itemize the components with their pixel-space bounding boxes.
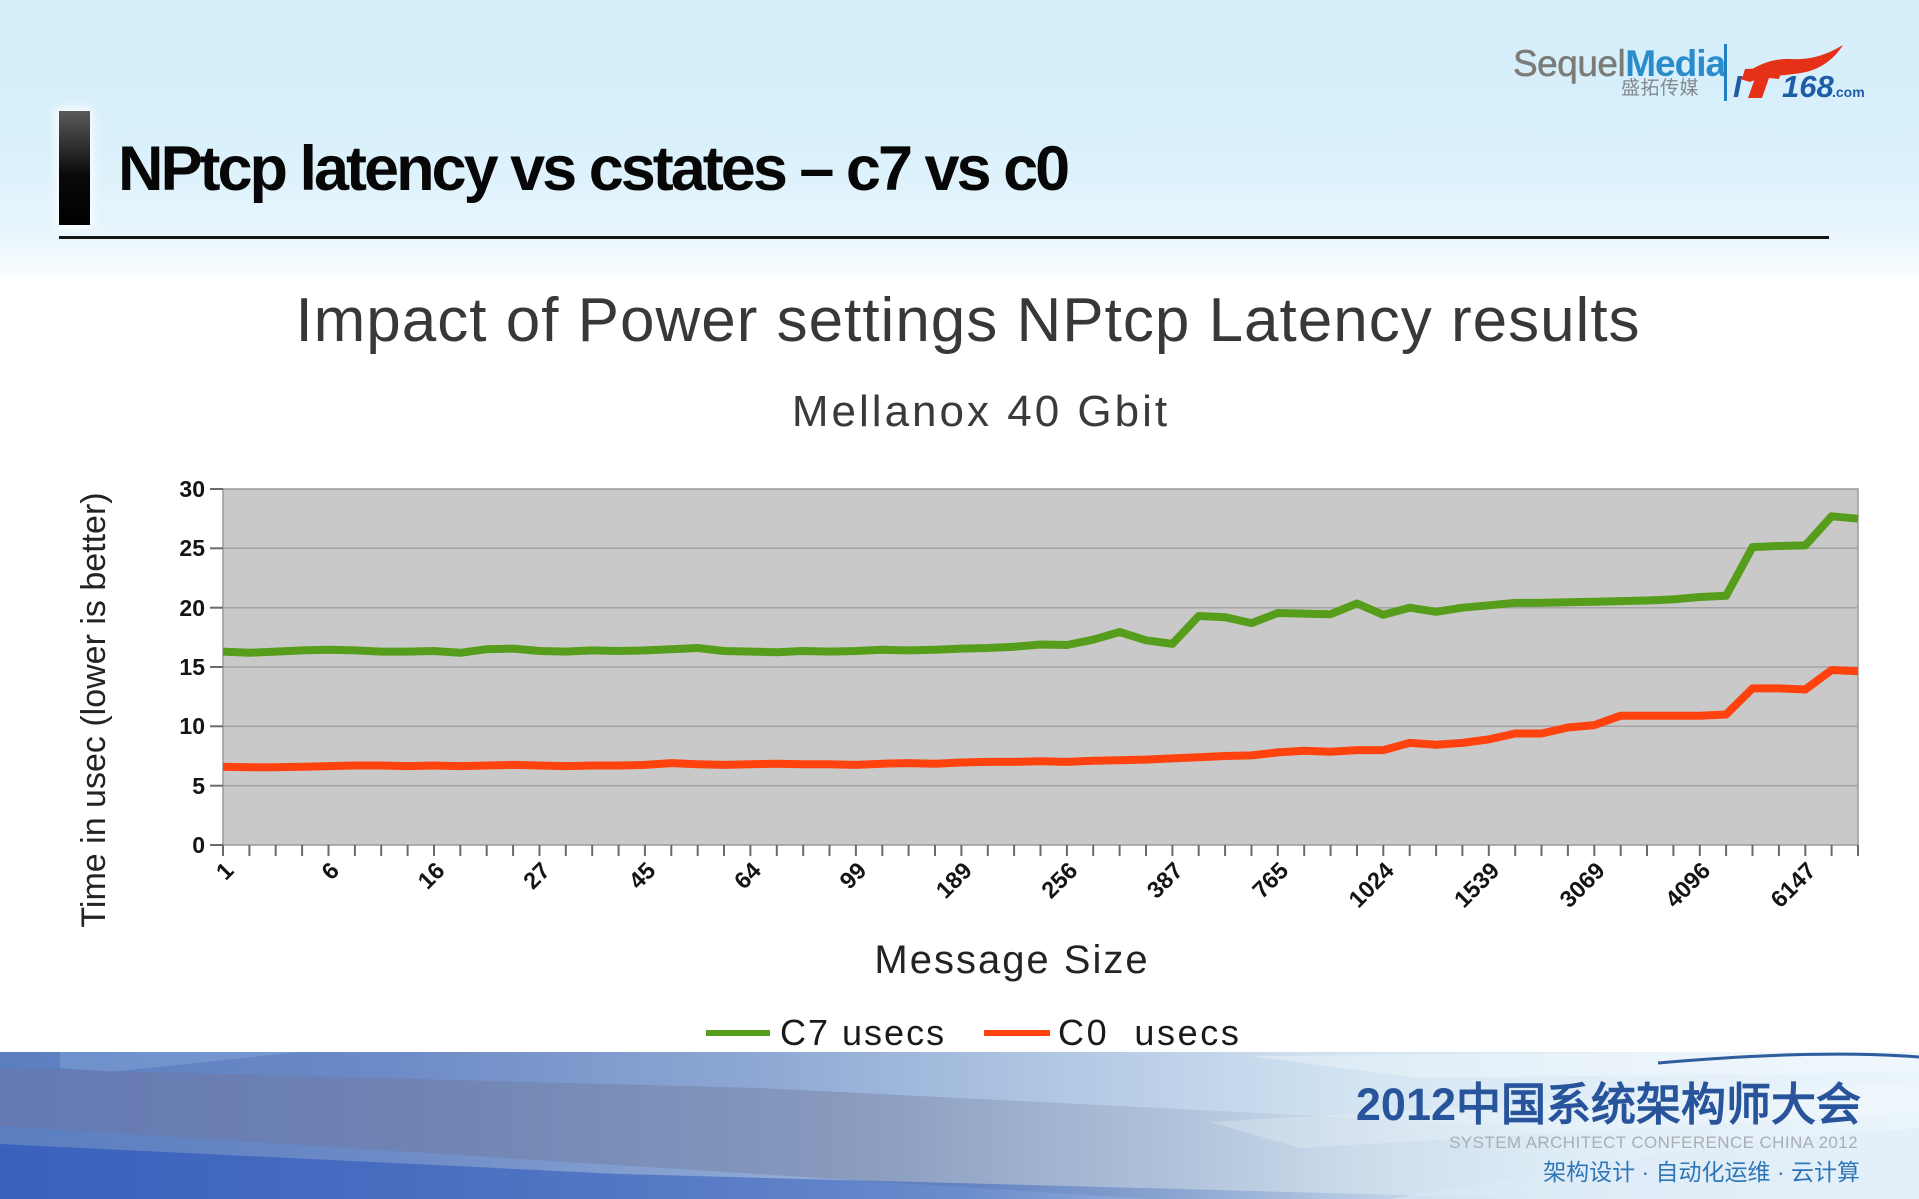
svg-text:6: 6 bbox=[316, 857, 344, 885]
svg-text:6147: 6147 bbox=[1765, 857, 1820, 912]
svg-text:387: 387 bbox=[1142, 857, 1188, 903]
svg-text:16: 16 bbox=[413, 857, 450, 894]
svg-text:30: 30 bbox=[179, 476, 205, 502]
svg-text:256: 256 bbox=[1036, 857, 1082, 903]
svg-text:Mellanox 40 Gbit: Mellanox 40 Gbit bbox=[792, 387, 1170, 436]
svg-text:25: 25 bbox=[179, 535, 205, 561]
svg-text:C0 usecs: C0 usecs bbox=[1058, 1012, 1241, 1053]
svg-text:Message Size: Message Size bbox=[874, 938, 1149, 982]
svg-text:2012中国系统架构师大会: 2012中国系统架构师大会 bbox=[1356, 1079, 1861, 1130]
svg-text:I: I bbox=[1733, 69, 1743, 102]
svg-text:168: 168 bbox=[1782, 69, 1834, 102]
svg-text:Time in usec (lower is better): Time in usec (lower is better) bbox=[75, 492, 113, 927]
svg-text:SYSTEM ARCHITECT CONFERENCE CH: SYSTEM ARCHITECT CONFERENCE CHINA 2012 bbox=[1449, 1133, 1858, 1152]
svg-text:1: 1 bbox=[211, 857, 239, 885]
svg-text:C7 usecs: C7 usecs bbox=[780, 1012, 946, 1053]
svg-text:45: 45 bbox=[624, 857, 661, 894]
svg-text:10: 10 bbox=[179, 713, 205, 739]
svg-text:27: 27 bbox=[518, 857, 555, 894]
svg-text:0: 0 bbox=[192, 832, 205, 858]
svg-text:1024: 1024 bbox=[1343, 857, 1398, 912]
svg-text:99: 99 bbox=[835, 857, 872, 894]
svg-text:765: 765 bbox=[1247, 857, 1293, 903]
svg-text:64: 64 bbox=[729, 857, 766, 894]
svg-text:189: 189 bbox=[931, 857, 977, 903]
svg-text:15: 15 bbox=[179, 654, 205, 680]
svg-text:架构设计 · 自动化运维 · 云计算: 架构设计 · 自动化运维 · 云计算 bbox=[1543, 1159, 1860, 1185]
svg-text:1539: 1539 bbox=[1449, 857, 1504, 912]
svg-text:.com: .com bbox=[1832, 84, 1865, 100]
svg-text:20: 20 bbox=[179, 595, 205, 621]
svg-text:Impact of Power settings NPtcp: Impact of Power settings NPtcp Latency r… bbox=[295, 286, 1640, 355]
svg-text:3069: 3069 bbox=[1554, 857, 1609, 912]
svg-text:4096: 4096 bbox=[1660, 857, 1715, 912]
svg-text:5: 5 bbox=[192, 773, 205, 799]
